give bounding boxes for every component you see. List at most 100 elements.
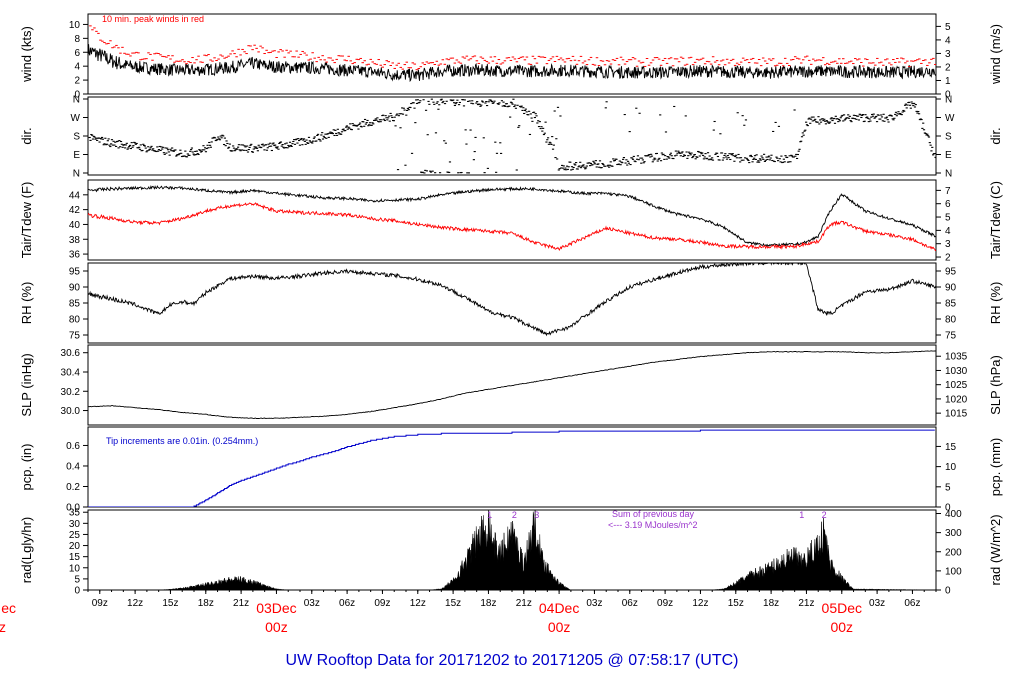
series-precip: [88, 429, 935, 507]
left-tick-label: 15: [69, 552, 81, 563]
left-tick-label: 10: [69, 20, 81, 31]
right-axis-title: Tair/Tdew (C): [988, 181, 1003, 259]
x-tick-label: 15z: [445, 598, 461, 609]
left-ticks-rh: 75 80 85 90 95: [69, 267, 88, 342]
rad-day-marker: 2: [822, 510, 827, 520]
plot-area-wind: 10 min. peak winds in red: [88, 14, 936, 83]
x-tick-label: 15z: [162, 598, 178, 609]
right-tick-label: 0: [945, 586, 951, 597]
left-tick-label: N: [73, 95, 80, 106]
right-axis-title: SLP (hPa): [988, 355, 1003, 415]
left-tick-label: 4: [74, 62, 80, 73]
chart-title: UW Rooftop Data for 20171202 to 20171205…: [286, 652, 739, 669]
x-tick-label: 03z: [586, 598, 602, 609]
left-tick-label: 75: [69, 331, 81, 342]
x-tick-label: 03z: [869, 598, 885, 609]
panel-slp: 30.0 30.2 30.4 30.6 1015 1020 1025 1030 1035 SLP …: [19, 344, 1003, 426]
right-tick-label: 400: [945, 509, 962, 520]
x-tick-label: 06z: [622, 598, 638, 609]
panel-temp: 36 38 40 42 44 2 3 4 5 6 7 Tair/Tdew (F) Tair/Tdew (…: [19, 179, 1003, 264]
series-wind-direction: [88, 98, 936, 174]
right-axis-title: RH (%): [988, 282, 1003, 325]
left-axis-title: pcp. (in): [19, 444, 34, 491]
x-tick-label: 12z: [127, 598, 143, 609]
rad-day-marker: 2: [512, 510, 517, 520]
right-tick-label: 95: [945, 267, 957, 278]
left-tick-label: 5: [74, 574, 80, 585]
right-ticks-wind: 0 1 2 3 4 5: [936, 22, 951, 101]
panel-wind: 0 2 4 6 8 10 0 1 2 3 4 5 wind (kts) wind (m/s) 10 min.…: [19, 13, 1003, 101]
day-label-date: 03Dec: [256, 600, 296, 616]
series-wind-speed: [88, 44, 936, 83]
day-label-time: 00z: [265, 619, 288, 635]
plot-area-rh: [88, 263, 936, 337]
left-tick-label: 0.0: [66, 503, 80, 514]
right-axis-title: rad (W/m^2): [988, 514, 1003, 585]
right-tick-label: 15: [945, 442, 957, 453]
right-tick-label: 75: [945, 331, 957, 342]
left-tick-label: 42: [69, 205, 81, 216]
plot-area-dir: [88, 98, 936, 174]
left-tick-label: 95: [69, 267, 81, 278]
x-tick-label: 09z: [92, 598, 108, 609]
x-tick-label: 06z: [339, 598, 355, 609]
right-tick-label: 1025: [945, 380, 968, 391]
left-tick-label: 2: [74, 76, 80, 87]
panel-frame: [87, 13, 937, 95]
panel-rh: 75 80 85 90 95 75 80 85 90 95 RH (%) RH (%): [19, 262, 1003, 344]
rad-day-marker: 1: [799, 510, 804, 520]
right-tick-label: 1035: [945, 352, 968, 363]
panel-frame: [87, 179, 937, 261]
right-ticks-pcp: 0 5 10 15: [936, 442, 957, 514]
x-tick-label: 18z: [763, 598, 779, 609]
left-tick-label: N: [73, 169, 80, 180]
right-tick-label: 5: [945, 22, 951, 33]
left-ticks-wind: 0 2 4 6 8 10: [69, 20, 88, 101]
left-tick-label: 90: [69, 283, 81, 294]
right-ticks-slp: 1015 1020 1025 1030 1035: [936, 352, 968, 420]
right-tick-label: 0: [945, 503, 951, 514]
day-label-date: 04Dec: [539, 600, 579, 616]
left-tick-label: 0: [74, 90, 80, 101]
right-tick-label: 6: [945, 199, 951, 210]
left-axis-title: dir.: [19, 127, 34, 144]
left-tick-label: 0.6: [66, 441, 80, 452]
series-rh: [88, 263, 936, 337]
x-tick-label: 18z: [480, 598, 496, 609]
left-tick-label: 10: [69, 563, 81, 574]
left-axis-title: Tair/Tdew (F): [19, 182, 34, 259]
right-tick-label: 85: [945, 299, 957, 310]
left-ticks-pcp: 0.0 0.2 0.4 0.6: [66, 441, 88, 514]
right-ticks-rad: 0 100 200 300 400: [936, 509, 962, 597]
left-tick-label: 85: [69, 299, 81, 310]
clipped-day-label-date: ec: [1, 600, 16, 616]
rad-day-marker: 1: [487, 510, 492, 520]
x-tick-label: 12z: [692, 598, 708, 609]
left-ticks-slp: 30.0 30.2 30.4 30.6: [61, 348, 88, 417]
right-tick-label: 1015: [945, 409, 968, 420]
left-tick-label: 30.4: [61, 367, 81, 378]
series-tair: [88, 184, 936, 247]
left-tick-label: S: [73, 132, 80, 143]
right-axis-title: pcp. (mm): [988, 438, 1003, 497]
right-tick-label: 1: [945, 76, 951, 87]
panel-frame: [87, 96, 937, 176]
x-tick-label: 12z: [410, 598, 426, 609]
right-tick-label: 4: [945, 35, 951, 46]
left-tick-label: 36: [69, 250, 81, 261]
left-tick-label: E: [73, 150, 80, 161]
left-axis-title: SLP (inHg): [19, 353, 34, 416]
x-tick-label: 09z: [374, 598, 390, 609]
x-tick-label: 09z: [657, 598, 673, 609]
plot-area-slp: [88, 350, 936, 419]
day-label-time: 00z: [830, 619, 853, 635]
right-tick-label: 0: [945, 90, 951, 101]
right-ticks-rh: 75 80 85 90 95: [936, 267, 957, 342]
left-tick-label: 30.2: [61, 387, 81, 398]
left-axis-title: rad(Lgly/hr): [19, 517, 34, 583]
rad-annotation-sum: Sum of previous day: [612, 509, 695, 519]
panel-frame: [87, 344, 937, 426]
